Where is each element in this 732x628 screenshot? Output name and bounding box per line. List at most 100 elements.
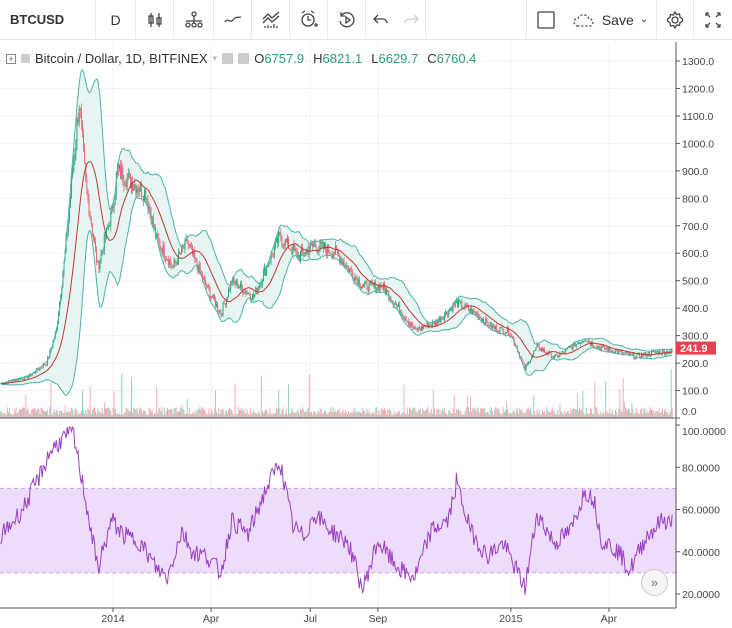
replay-icon[interactable]: [328, 0, 366, 40]
volume-bar: [337, 409, 339, 418]
volume-bar: [386, 414, 388, 418]
volume-bar: [230, 408, 232, 418]
candle-body: [177, 252, 179, 265]
volume-bar: [244, 413, 246, 418]
volume-bar: [25, 395, 27, 418]
candle-body: [524, 364, 526, 370]
candle-body: [184, 239, 186, 249]
volume-bar: [547, 410, 549, 418]
candle-body: [503, 333, 505, 335]
candle-body: [665, 353, 667, 355]
volume-bar: [252, 412, 254, 418]
candle-body: [419, 328, 421, 330]
candles-icon[interactable]: [136, 0, 174, 40]
volume-bar: [470, 397, 472, 418]
candle-body: [632, 353, 634, 355]
templates-icon[interactable]: [252, 0, 290, 40]
volume-bar: [164, 413, 166, 418]
alert-icon[interactable]: [290, 0, 328, 40]
chevron-down-icon: ⌄: [639, 14, 649, 25]
volume-bar: [284, 413, 286, 418]
close-label: C: [427, 51, 437, 66]
candle-body: [41, 367, 43, 369]
scroll-to-realtime-button[interactable]: »: [641, 569, 668, 596]
volume-bar: [6, 407, 8, 418]
candle-body: [634, 358, 636, 360]
legend-dropdown-icon[interactable]: ▾: [212, 53, 218, 63]
legend-title[interactable]: Bitcoin / Dollar, 1D, BITFINEX: [35, 51, 208, 66]
volume-bar: [639, 413, 640, 418]
candle-body: [452, 303, 454, 312]
volume-bar: [34, 408, 36, 418]
volume-bar: [427, 406, 429, 418]
volume-bar: [467, 407, 469, 418]
volume-bar: [293, 412, 295, 418]
volume-bar: [379, 414, 381, 418]
candle-body: [579, 343, 580, 345]
volume-bar: [303, 409, 305, 418]
volume-bar: [512, 409, 514, 418]
top-toolbar: BTCUSD D Save ⌄: [0, 0, 732, 40]
fullscreen-icon[interactable]: [694, 0, 732, 40]
price-tick-label: 1300.0: [682, 56, 714, 68]
time-tick-label: Apr: [203, 613, 220, 625]
chart-canvas[interactable]: 1300.0 1200.0 1100.0 1000.0 900.0 800.0 700.0 6…: [0, 42, 732, 628]
volume-bar: [326, 413, 328, 418]
candle-body: [189, 244, 191, 247]
indicators-icon[interactable]: [174, 0, 214, 40]
volume-bar: [640, 410, 642, 418]
candle-body: [167, 260, 168, 261]
candle-body: [527, 361, 529, 364]
candle-body: [111, 205, 113, 212]
volume-bar: [479, 407, 481, 418]
candle-body: [620, 350, 622, 352]
volume-bar: [546, 407, 548, 418]
candle-body: [559, 353, 561, 356]
candle-body: [94, 238, 95, 242]
volume-bar: [269, 407, 271, 418]
volume-bar: [506, 401, 507, 418]
candle-body: [160, 248, 162, 250]
interval-button[interactable]: D: [96, 0, 136, 40]
volume-bar: [628, 408, 630, 418]
candle-body: [660, 353, 662, 355]
expand-icon[interactable]: +: [6, 53, 16, 64]
candle-body: [351, 269, 353, 273]
candle-body: [277, 237, 279, 244]
volume-bar: [452, 408, 454, 418]
volume-bar: [258, 411, 260, 418]
candle-body: [437, 321, 439, 325]
symbol-search-button[interactable]: BTCUSD: [0, 0, 96, 40]
last-price-label: 241.9: [680, 343, 708, 355]
volume-bar: [156, 386, 158, 418]
layout-icon[interactable]: [527, 0, 564, 40]
candle-body: [604, 345, 606, 350]
candle-body: [464, 303, 466, 308]
candle-body: [534, 350, 536, 352]
settings-icon[interactable]: [657, 0, 694, 40]
redo-icon[interactable]: [396, 0, 426, 40]
volume-bar: [224, 411, 226, 418]
candle-body: [509, 334, 511, 336]
volume-bar: [357, 411, 359, 418]
volume-bar: [442, 411, 444, 418]
candle-body: [264, 267, 265, 272]
series-legend: + Bitcoin / Dollar, 1D, BITFINEX ▾ O6757…: [6, 51, 476, 66]
volume-bar: [49, 407, 51, 418]
candle-body: [280, 232, 282, 240]
undo-icon[interactable]: [366, 0, 396, 40]
compare-icon[interactable]: [214, 0, 252, 40]
candle-body: [10, 381, 11, 383]
visibility-icon[interactable]: [222, 53, 234, 64]
volume-bar: [83, 410, 85, 418]
candle-body: [488, 325, 490, 327]
volume-bar: [0, 410, 2, 418]
volume-bar: [59, 411, 61, 418]
save-button[interactable]: Save ⌄: [564, 0, 657, 40]
volume-bar: [320, 409, 322, 418]
volume-bar: [235, 414, 237, 418]
format-icon[interactable]: [238, 53, 250, 64]
volume-bar: [187, 413, 189, 418]
volume-bar: [102, 413, 104, 418]
volume-bar: [298, 414, 300, 418]
